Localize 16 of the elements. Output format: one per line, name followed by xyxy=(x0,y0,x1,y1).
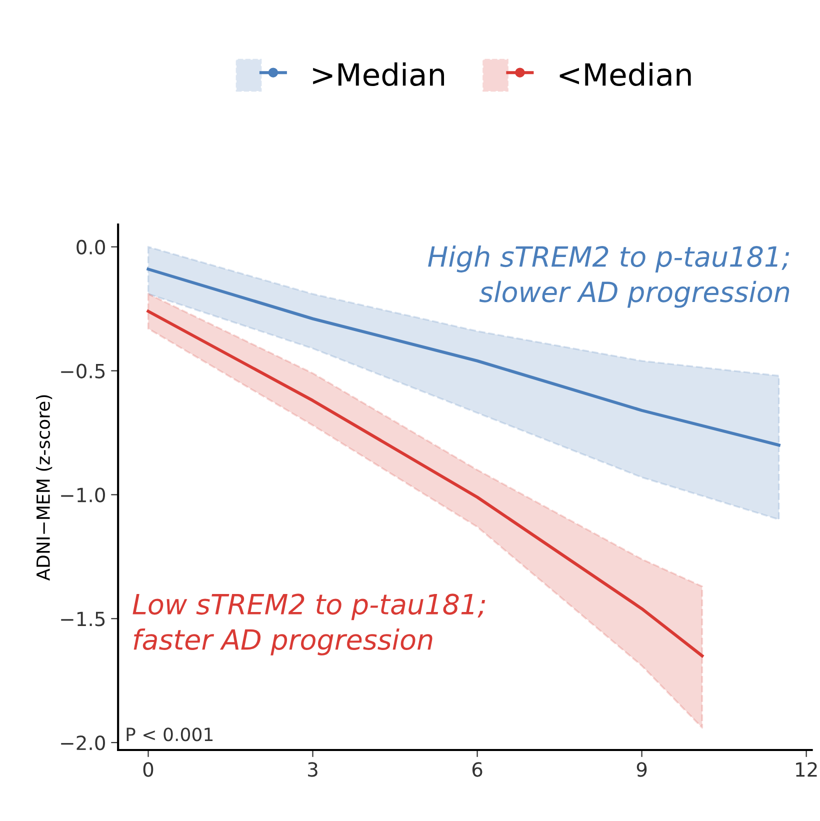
y-tick-label: −1.0 xyxy=(61,488,105,502)
y-tick-label: −1.5 xyxy=(61,612,105,626)
y-tick-label: −2.0 xyxy=(61,736,105,750)
annotation: High sTREM2 to p-tau181; slower AD progression xyxy=(428,246,790,308)
y-tick-label: −0.5 xyxy=(61,364,105,378)
legend-label: >Median xyxy=(313,62,444,86)
legend-label: <Median xyxy=(560,62,691,86)
x-tick-label: 6 xyxy=(472,762,482,777)
y-axis-title: ADNI−MEM (z-score) xyxy=(36,395,52,581)
x-tick-label: 9 xyxy=(636,762,647,777)
x-tick-label: 12 xyxy=(796,762,817,777)
x-tick-label: 0 xyxy=(143,762,154,777)
annotation: Low sTREM2 to p-tau181; faster AD progression xyxy=(132,594,486,656)
x-tick-label: 3 xyxy=(308,762,318,777)
annotation: P < 0.001 xyxy=(126,728,213,742)
y-tick-label: 0.0 xyxy=(76,240,105,255)
